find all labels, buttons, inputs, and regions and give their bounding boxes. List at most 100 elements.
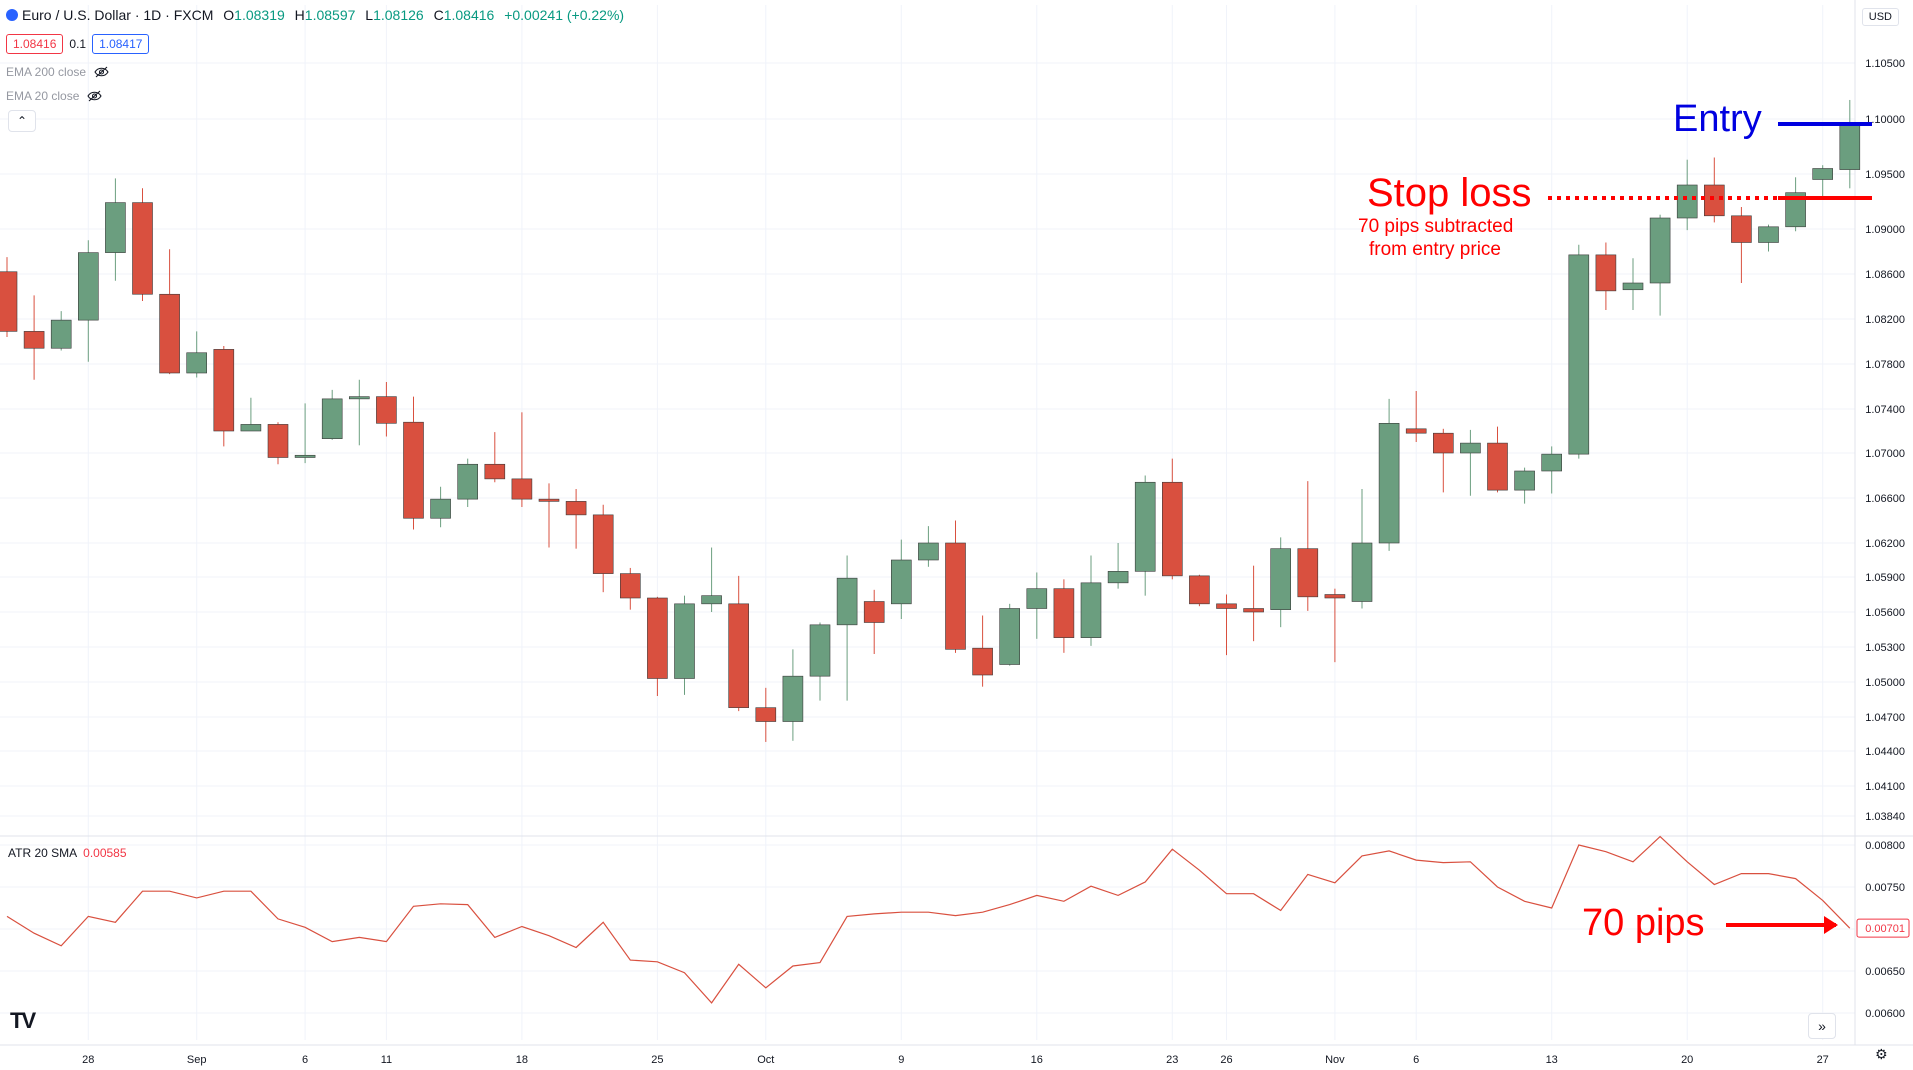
atr-line (6, 835, 1851, 1004)
price-tick-label: 1.08600 (1865, 269, 1905, 281)
candle-body (132, 202, 153, 295)
candle-body (945, 542, 966, 650)
atr-tick-label: 0.00750 (1865, 882, 1905, 894)
atr-current-value-box (1856, 918, 1910, 938)
candle-body (23, 331, 45, 349)
candle-body (105, 202, 126, 253)
time-tick-label: 11 (381, 1054, 392, 1066)
time-tick-label: 16 (1031, 1054, 1043, 1066)
high-value: 1.08597 (304, 7, 356, 23)
atr-tick-label: 0.00600 (1865, 1008, 1905, 1020)
eye-off-icon[interactable] (94, 66, 109, 78)
price-tick-label: 1.04400 (1865, 746, 1905, 758)
trade-prices: 1.08416 0.1 1.08417 (6, 34, 150, 54)
candle-body (1460, 442, 1481, 454)
candle-body (890, 559, 912, 605)
price-tick-label: 1.06600 (1865, 493, 1905, 505)
candle-body (1541, 453, 1562, 472)
indicator-ema200[interactable]: EMA 200 close (6, 65, 109, 79)
price-tick-label: 1.05900 (1865, 572, 1905, 584)
buy-price-button[interactable]: 1.08417 (92, 34, 150, 54)
price-tick-label: 1.07000 (1865, 448, 1905, 460)
candle-body (1622, 282, 1644, 291)
candle-body (674, 603, 695, 679)
price-tick-label: 1.03840 (1865, 811, 1905, 823)
high-label: H (294, 7, 305, 23)
change-value: +0.00241 (+0.22%) (504, 7, 625, 23)
sell-price-button[interactable]: 1.08416 (6, 34, 64, 54)
price-tick-label: 1.04100 (1865, 781, 1905, 793)
price-tick-label: 1.07400 (1865, 404, 1905, 416)
stop-loss-annotation: Stop loss (1367, 171, 1532, 215)
candle-body (619, 573, 641, 599)
candle-body (1731, 215, 1752, 243)
candle-body (647, 597, 668, 679)
price-tick-label: 1.07800 (1865, 359, 1905, 371)
scroll-to-latest-icon[interactable]: » (1808, 1013, 1836, 1039)
time-tick-label: 25 (651, 1054, 663, 1066)
pips-annotation: 70 pips (1582, 902, 1705, 944)
atr-legend[interactable]: ATR 20 SMA 0.00585 (8, 846, 127, 860)
price-tick-label: 1.06200 (1865, 538, 1905, 550)
currency-button[interactable]: USD (1861, 8, 1899, 26)
candle-body (1026, 588, 1048, 609)
time-tick-label: 20 (1681, 1054, 1693, 1066)
candle-body (809, 624, 831, 677)
candle-body (159, 293, 180, 374)
low-value: 1.08126 (373, 7, 424, 23)
candle-body (213, 349, 235, 432)
candle-body (1216, 603, 1237, 609)
tradingview-logo[interactable]: TV (10, 1008, 36, 1033)
atr-legend-label: ATR 20 SMA (8, 846, 78, 860)
spread-value: 0.1 (69, 37, 87, 51)
candle-body (1785, 192, 1806, 228)
candle-body (1758, 226, 1779, 243)
low-label: L (365, 7, 374, 23)
price-tick-label: 1.05000 (1865, 677, 1905, 689)
candle-body (972, 647, 993, 676)
time-tick-label: 28 (82, 1054, 94, 1066)
symbol-title: Euro / U.S. Dollar · 1D · FXCM (22, 7, 214, 23)
time-tick-label: 13 (1546, 1054, 1558, 1066)
candle-body (863, 601, 885, 623)
candle-body (728, 603, 750, 708)
candle-body (430, 498, 451, 519)
candle-body (1595, 254, 1617, 292)
indicator-ema20[interactable]: EMA 20 close (6, 89, 103, 103)
time-tick-label: 6 (302, 1054, 308, 1066)
price-tick-label: 1.09000 (1865, 224, 1905, 236)
candle-body (918, 542, 939, 561)
gear-icon[interactable]: ⚙ (1875, 1046, 1888, 1062)
time-tick-label: 9 (898, 1054, 904, 1066)
candle-body (0, 271, 18, 332)
candle-body (999, 608, 1021, 665)
atr-tick-label: 0.00650 (1865, 966, 1905, 978)
time-tick-label: Oct (757, 1054, 774, 1066)
stop-note-line-2: from entry price (1369, 239, 1501, 260)
price-tick-label: 1.05600 (1865, 607, 1905, 619)
chevron-up-icon[interactable]: ⌃ (8, 110, 36, 132)
time-tick-label: 26 (1220, 1054, 1232, 1066)
indicator-ema200-label: EMA 200 close (6, 65, 87, 79)
candle-body (240, 424, 262, 432)
time-tick-label: 6 (1413, 1054, 1419, 1066)
candle-body (836, 577, 858, 626)
stop-note-line-1: 70 pips subtracted (1358, 216, 1514, 237)
candle-body (294, 454, 316, 458)
eye-off-icon[interactable] (87, 90, 103, 102)
atr-legend-value: 0.00585 (83, 846, 127, 860)
candle-body (1378, 422, 1400, 544)
candle-body (321, 398, 343, 440)
time-tick-label: Sep (187, 1054, 207, 1066)
candle-body (348, 396, 370, 400)
symbol-legend[interactable]: Euro / U.S. Dollar · 1D · FXCM O1.08319 … (6, 7, 624, 23)
candle-body (1080, 582, 1102, 638)
candle-body (1134, 481, 1156, 572)
candle-body (267, 424, 289, 458)
candle-body (1676, 184, 1698, 219)
price-tick-label: 1.04700 (1865, 712, 1905, 724)
candle-body (1433, 432, 1454, 454)
candle-body (78, 252, 99, 321)
